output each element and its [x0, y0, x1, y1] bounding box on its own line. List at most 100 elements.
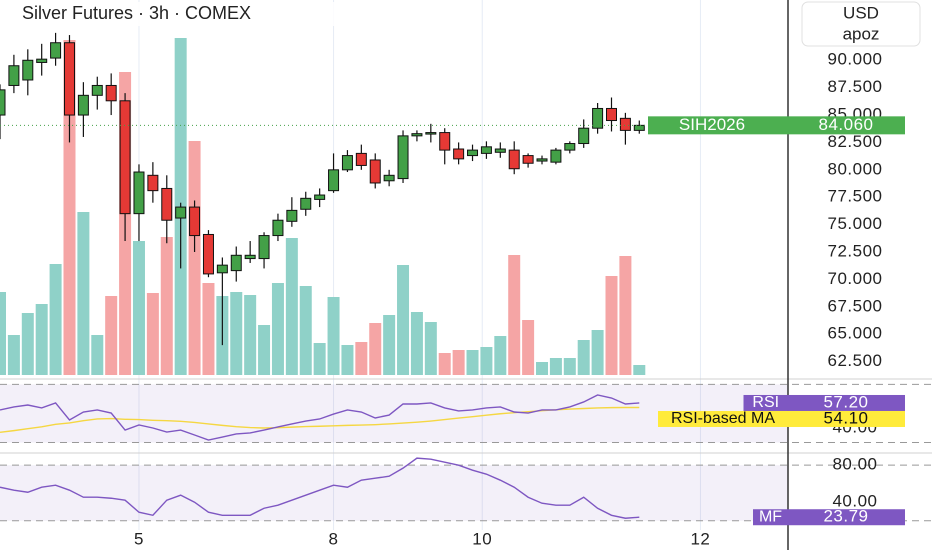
candle-body: [508, 149, 520, 170]
candle-body: [494, 148, 506, 153]
candle-body: [286, 209, 298, 222]
x-tick-label: 10: [472, 529, 492, 548]
band-fill: [0, 465, 788, 521]
volume-bar: [146, 293, 159, 375]
volume-bar: [271, 283, 284, 375]
currency-box[interactable]: [801, 1, 921, 47]
candle-body: [439, 132, 451, 151]
symbol-tag: [648, 116, 788, 135]
volume-bar: [313, 343, 326, 375]
volume-bar: [21, 313, 34, 375]
volume-bar: [494, 336, 507, 375]
volume-bar: [508, 255, 521, 375]
candle-body: [314, 194, 326, 200]
candle-body: [272, 219, 284, 237]
volume-bar: [424, 322, 437, 375]
y-tick-label: 80.000: [828, 159, 883, 178]
candle-body: [355, 152, 367, 166]
volume-bar: [536, 362, 549, 375]
currency: USD: [843, 3, 879, 22]
x-tick-label: 12: [690, 529, 710, 548]
candle-body: [453, 148, 465, 160]
candle-body: [564, 143, 576, 151]
volume-bar: [244, 295, 257, 375]
candle-body: [8, 65, 20, 86]
volume-bar: [341, 345, 354, 375]
candle-body: [550, 149, 562, 163]
candle-body: [189, 206, 201, 237]
candle-body: [578, 127, 590, 145]
volume-bar: [63, 40, 76, 375]
price-tag: [788, 116, 905, 135]
volume-bar: [160, 237, 173, 375]
candle-body: [119, 100, 131, 215]
volume-bar: [591, 330, 604, 375]
volume-bar: [410, 312, 423, 375]
candle-body: [425, 132, 437, 135]
volume-bar: [77, 212, 90, 375]
candle-body: [147, 174, 159, 192]
y-tick-label: 72.500: [828, 241, 883, 260]
candle-body: [633, 124, 645, 131]
candle-body: [467, 149, 479, 157]
value-tag-label: 23.79: [823, 507, 868, 526]
candle-body: [341, 155, 353, 171]
volume-bar: [230, 292, 243, 375]
volume-bar: [480, 347, 493, 375]
candle-body: [536, 158, 548, 162]
volume-bar: [0, 292, 6, 375]
series-name-tag: [743, 394, 788, 411]
volume-bar: [397, 265, 410, 375]
user: apoz: [843, 24, 880, 43]
candle-body: [300, 197, 312, 210]
candle-body: [175, 206, 187, 219]
volume-bar: [605, 276, 618, 375]
volume-bar: [285, 238, 298, 375]
chart-title: Silver Futures · 3h · COMEX: [22, 3, 251, 23]
volume-bar: [105, 296, 118, 375]
y-tick-label: 70.000: [828, 269, 883, 288]
y-tick-label: 40.00: [832, 492, 877, 511]
candle-body: [216, 264, 228, 274]
candle-body: [230, 254, 242, 272]
legend-label: RSI: [752, 394, 779, 411]
candle-body: [369, 159, 381, 184]
volume-bar: [299, 286, 312, 375]
volume-bar: [577, 340, 590, 375]
volume-bar: [132, 241, 145, 375]
value-tag-label: 54.10: [823, 408, 868, 427]
value-tag: [788, 509, 905, 526]
symbol-label: SIH2026: [679, 115, 745, 134]
price-tag-label: 84.060: [819, 115, 874, 134]
plot-layer: [0, 0, 932, 530]
y-tick-label: 87.500: [828, 77, 883, 96]
volume-bar: [438, 353, 451, 375]
volume-bar: [91, 335, 104, 375]
value-tag: [788, 394, 905, 411]
volume-bar: [452, 350, 465, 375]
candle-body: [22, 59, 34, 81]
volume-bar: [383, 315, 396, 375]
candle-body: [397, 135, 409, 180]
series-name-tag: [753, 509, 788, 526]
y-tick-label: 62.500: [828, 351, 883, 370]
y-tick-label: 90.000: [828, 50, 883, 69]
volume-bar: [522, 320, 535, 375]
y-tick-label: 77.500: [828, 187, 883, 206]
candle-body: [91, 84, 103, 96]
candle-body: [161, 187, 173, 221]
y-tick-label: 82.500: [828, 132, 883, 151]
value-tag: [788, 410, 905, 427]
candle-body: [133, 171, 145, 215]
candle-body: [244, 254, 256, 260]
volume-bar: [49, 264, 62, 375]
indicator-line: [0, 394, 640, 441]
volume-bar: [563, 358, 576, 375]
volume-bar: [35, 304, 48, 375]
candle-body: [258, 235, 270, 260]
band-fill: [0, 384, 788, 443]
candle-body: [480, 146, 492, 154]
candle-body: [411, 133, 423, 137]
candle-body: [36, 58, 48, 63]
